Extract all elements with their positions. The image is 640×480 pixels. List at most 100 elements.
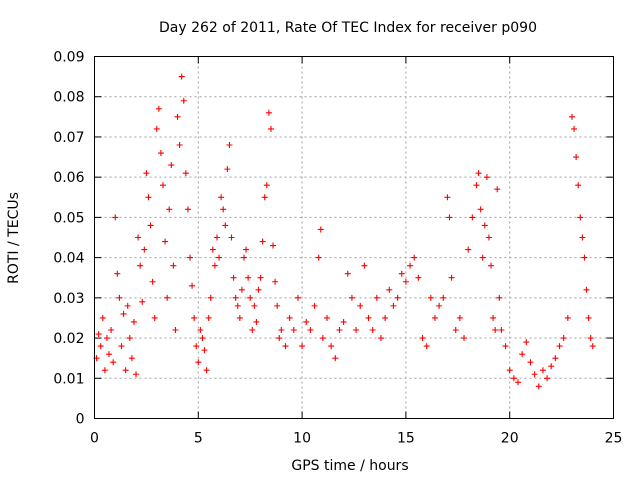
data-point [311,302,318,309]
data-point [303,318,310,325]
data-point [222,222,229,229]
data-point [238,286,245,293]
data-point [577,214,584,221]
data-point [587,335,594,342]
data-point [506,367,513,374]
data-point [483,174,490,181]
data-point [116,294,123,301]
data-point [477,206,484,213]
data-point [195,359,202,366]
y-tick-label: 0.08 [53,90,84,106]
grid [94,56,614,419]
data-point [243,246,250,253]
data-point [155,105,162,112]
data-point [377,335,384,342]
data-point [230,274,237,281]
y-tick-label: 0.04 [53,251,84,267]
data-point [519,351,526,358]
y-tick-label: 0.07 [53,130,84,146]
data-point [147,222,154,229]
data-point [531,371,538,378]
data-point [575,182,582,189]
data-point [263,182,270,189]
data-point [141,246,148,253]
data-point [224,166,231,173]
data-point [178,73,185,80]
data-point [166,206,173,213]
data-point [452,327,459,334]
data-point [407,262,414,269]
data-point [365,314,372,321]
x-tick-label: 10 [293,431,311,447]
data-point [583,286,590,293]
data-point [228,234,235,241]
data-point [571,125,578,132]
data-point [110,359,117,366]
data-point [261,194,268,201]
data-point [274,302,281,309]
data-point [552,355,559,362]
data-point [427,294,434,301]
data-point [456,314,463,321]
data-point [135,234,142,241]
data-point [170,262,177,269]
data-point [114,270,121,277]
data-point [496,294,503,301]
data-points [93,73,596,390]
data-point [95,331,102,338]
data-point [290,327,297,334]
data-point [357,302,364,309]
data-point [402,278,409,285]
data-point [276,335,283,342]
x-axis-ticks: 0 5 10 15 20 25 [90,56,622,447]
x-tick-label: 15 [397,431,415,447]
data-point [182,170,189,177]
data-point [336,327,343,334]
data-point [201,347,208,354]
data-point [585,314,592,321]
data-point [203,367,210,374]
data-point [265,109,272,116]
data-point [278,327,285,334]
data-point [527,359,534,366]
data-point [556,343,563,350]
data-point [394,294,401,301]
data-point [315,254,322,261]
data-point [448,274,455,281]
data-point [209,246,216,253]
data-point [191,314,198,321]
data-point [218,194,225,201]
y-tick-label: 0.05 [53,210,84,226]
data-point [103,335,110,342]
data-point [390,302,397,309]
data-point [139,298,146,305]
data-point [253,318,260,325]
data-point [184,206,191,213]
data-point [307,327,314,334]
data-point [332,355,339,362]
data-point [247,294,254,301]
data-point [373,294,380,301]
y-axis-ticks: 0 0.01 0.02 0.03 0.04 0.05 0.06 0.07 0.08 0.09 [53,50,614,428]
data-point [581,254,588,261]
data-point [174,113,181,120]
data-point [172,327,179,334]
data-point [234,302,241,309]
data-point [249,327,256,334]
data-point [573,154,580,161]
data-point [382,314,389,321]
data-point [485,234,492,241]
data-point [153,125,160,132]
data-point [440,294,447,301]
chart-title: Day 262 of 2011, Rate Of TEC Index for r… [159,20,537,36]
data-point [124,302,131,309]
data-point [128,355,135,362]
x-tick-label: 0 [90,431,99,447]
y-tick-label: 0 [76,412,85,428]
data-point [259,238,266,245]
data-point [386,286,393,293]
data-point [267,125,274,132]
data-point [160,182,167,189]
data-point [560,335,567,342]
data-point [162,238,169,245]
